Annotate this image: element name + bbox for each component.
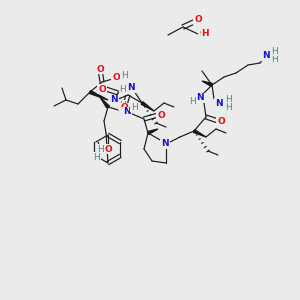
Text: H: H [97, 145, 104, 154]
Text: H: H [225, 103, 231, 112]
Text: H: H [189, 98, 195, 106]
Text: O: O [96, 64, 104, 74]
Text: H: H [201, 29, 209, 38]
Text: N: N [196, 94, 204, 103]
Text: O: O [199, 29, 207, 38]
Text: H: H [120, 85, 126, 94]
Text: N: N [161, 140, 169, 148]
Text: N: N [123, 107, 131, 116]
Text: O: O [194, 16, 202, 25]
Text: H: H [121, 71, 128, 80]
Text: O: O [98, 85, 106, 94]
Polygon shape [89, 91, 108, 100]
Text: N: N [215, 98, 223, 107]
Text: N: N [262, 52, 270, 61]
Text: H: H [225, 95, 231, 104]
Text: H: H [271, 46, 278, 56]
Text: H: H [130, 103, 137, 112]
Text: O: O [157, 110, 165, 119]
Text: H: H [118, 100, 125, 109]
Polygon shape [147, 129, 158, 134]
Text: O: O [120, 103, 128, 112]
Polygon shape [141, 102, 154, 111]
Polygon shape [193, 130, 206, 137]
Text: O: O [217, 116, 225, 125]
Polygon shape [202, 81, 213, 86]
Text: H: H [94, 152, 100, 161]
Text: O: O [112, 74, 120, 82]
Text: O: O [104, 145, 112, 154]
Polygon shape [100, 97, 109, 108]
Text: N: N [127, 83, 135, 92]
Text: H: H [271, 55, 278, 64]
Text: N: N [110, 95, 118, 104]
